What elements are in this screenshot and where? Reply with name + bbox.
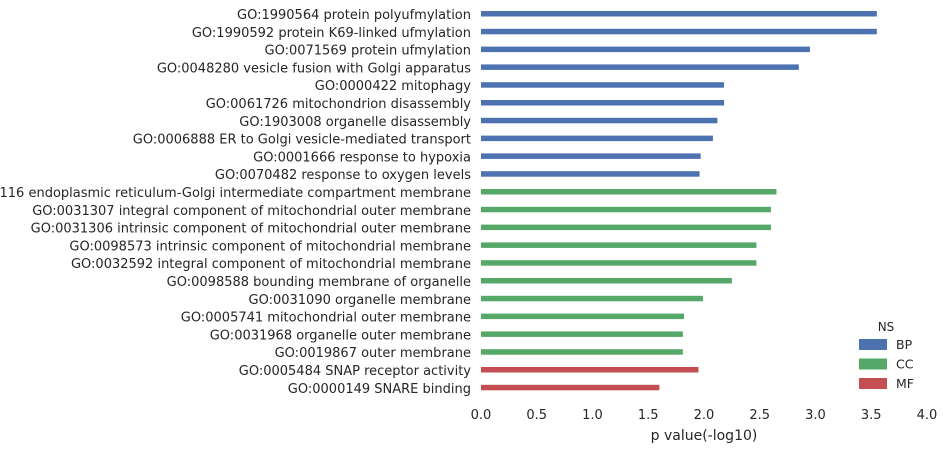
category-label: GO:1903008 organelle disassembly (239, 115, 471, 130)
legend-swatch-bp (859, 339, 887, 350)
bar-go-0031306 (481, 224, 771, 231)
x-tick-label: 3.5 (861, 408, 882, 423)
bar-go-1990592 (481, 28, 877, 35)
category-label: GO:1990564 protein polyufmylation (237, 8, 471, 23)
bar-go-0031968 (481, 331, 683, 337)
bar-go-0098573 (481, 242, 757, 248)
category-label: GO:0000149 SNARE binding (288, 382, 471, 397)
x-tick-label: 1.0 (582, 408, 603, 423)
bars-group (481, 11, 877, 391)
x-axis-label: p value(-log10) (651, 428, 758, 444)
x-tick-label: 4.0 (917, 408, 938, 423)
category-label: GO:0098573 intrinsic component of mitoch… (69, 239, 471, 254)
category-labels-group: GO:1990564 protein polyufmylation GO:1990… (0, 8, 471, 397)
legend: NS BP CC MF (859, 320, 914, 391)
category-label: GO:0005741 mitochondrial outer membrane (181, 311, 471, 326)
legend-label-bp: BP (896, 337, 913, 352)
bar-go-0000422 (481, 82, 725, 88)
x-axis-ticks-group: 0.0 0.5 1.0 1.5 2.0 2.5 3.0 3.5 4.0 (471, 408, 938, 423)
category-label: GO:0031306 intrinsic component of mitoch… (31, 222, 471, 237)
category-label: GO:0005484 SNAP receptor activity (239, 364, 472, 379)
legend-label-mf: MF (896, 376, 914, 391)
category-label: GO:0031968 organelle outer membrane (210, 328, 471, 343)
x-tick-label: 0.5 (526, 408, 547, 423)
bar-go-0005741 (481, 313, 684, 320)
bar-go-1903008 (481, 117, 718, 124)
bar-go-0071569 (481, 46, 810, 53)
legend-title: NS (878, 320, 895, 334)
x-tick-label: 3.0 (805, 408, 826, 423)
bar-go-0001666 (481, 153, 701, 159)
category-label: GO:0070482 response to oxygen levels (215, 168, 471, 183)
bar-go-0061726 (481, 100, 725, 106)
category-label: GO:0031307 integral component of mitocho… (32, 204, 471, 219)
bar-go-0048280 (481, 64, 799, 70)
category-label: GO:0032592 integral component of mitocho… (71, 257, 471, 272)
category-label: GO:0001666 response to hypoxia (253, 150, 471, 165)
category-label: GO:0048280 vesicle fusion with Golgi app… (157, 61, 471, 76)
bar-go-1990564 (481, 11, 877, 17)
bar-go-0000149 (481, 384, 660, 391)
bar-go-0019867 (481, 349, 683, 355)
bar-go-0033116 (481, 189, 777, 195)
category-label: GO:0019867 outer membrane (275, 346, 471, 361)
bar-go-0032592 (481, 260, 757, 266)
category-label: GO:0031090 organelle membrane (249, 293, 472, 308)
category-label: GO:1990592 protein K69-linked ufmylation (192, 26, 471, 41)
bar-go-0031307 (481, 206, 771, 213)
x-tick-label: 2.5 (749, 408, 770, 423)
x-tick-label: 0.0 (471, 408, 492, 423)
x-tick-label: 1.5 (638, 408, 659, 423)
category-label: GO:0033116 endoplasmic reticulum-Golgi i… (0, 186, 471, 201)
category-label: GO:0098588 bounding membrane of organell… (167, 275, 471, 290)
legend-label-cc: CC (896, 357, 914, 372)
category-label: GO:0071569 protein ufmylation (265, 44, 471, 59)
x-tick-label: 2.0 (694, 408, 715, 423)
category-label: GO:0006888 ER to Golgi vesicle-mediated … (133, 133, 471, 148)
bar-go-0070482 (481, 171, 700, 177)
bar-go-0031090 (481, 295, 703, 302)
category-label: GO:0061726 mitochondrion disassembly (206, 97, 472, 112)
bar-go-0006888 (481, 135, 713, 142)
bar-go-0098588 (481, 278, 732, 284)
legend-swatch-cc (859, 358, 887, 370)
category-label: GO:0000422 mitophagy (315, 79, 472, 94)
legend-swatch-mf (859, 378, 887, 389)
bar-go-0005484 (481, 367, 699, 373)
